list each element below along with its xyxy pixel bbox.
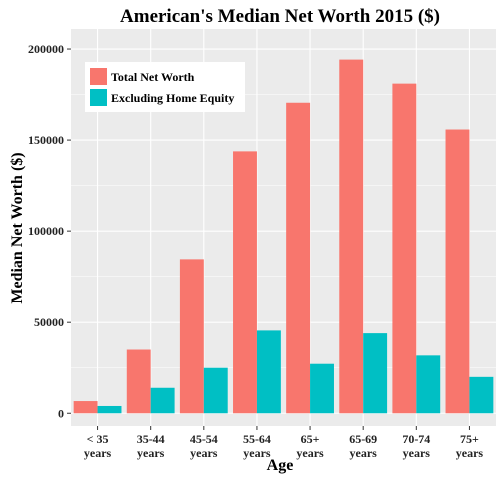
legend-swatch <box>90 89 107 106</box>
bar-excluding-home-equity-3 <box>256 330 281 414</box>
bar-excluding-home-equity-6 <box>416 355 441 414</box>
bar-total-6 <box>392 83 417 414</box>
y-tick-label: 0 <box>58 406 64 420</box>
x-tick-label-line: years <box>137 446 165 460</box>
legend-label: Total Net Worth <box>111 70 195 84</box>
x-tick-label: 45-54 years <box>190 432 218 460</box>
y-tick-label: 50000 <box>34 315 64 329</box>
y-tick-label: 100000 <box>28 224 64 238</box>
y-axis-title: Median Net Worth ($) <box>9 152 26 303</box>
bar-excluding-home-equity-4 <box>310 363 334 414</box>
bar-excluding-home-equity-5 <box>363 333 388 414</box>
bar-excluding-home-equity-0 <box>97 405 122 414</box>
x-tick-label-line: years <box>243 446 271 460</box>
x-tick-label-line: years <box>456 446 484 460</box>
bar-total-5 <box>339 59 364 414</box>
bar-total-7 <box>445 129 470 414</box>
x-tick-label-line: years <box>350 446 378 460</box>
x-tick-label-line: < 35 <box>87 432 109 446</box>
legend: Total Net Worth Excluding Home Equity <box>85 62 245 112</box>
x-tick-label-line: years <box>403 446 431 460</box>
x-tick-label-line: 75+ <box>460 432 479 446</box>
x-tick-label-line: years <box>190 446 218 460</box>
x-tick-label-line: 45-54 <box>190 432 218 446</box>
x-tick-label: < 35 years <box>84 432 112 460</box>
bar-total-2 <box>179 259 204 414</box>
x-tick-label-line: years <box>84 446 112 460</box>
y-tick-label: 200000 <box>28 42 64 56</box>
x-tick-label-line: 35-44 <box>137 432 165 446</box>
bar-total-1 <box>126 349 151 414</box>
bars <box>73 59 494 414</box>
x-tick-label: 70-74 years <box>402 432 430 460</box>
legend-box <box>85 62 245 112</box>
x-tick-label-line: 70-74 <box>402 432 430 446</box>
x-tick-label: 75+ years <box>456 432 484 460</box>
x-tick-label-line: years <box>296 446 324 460</box>
x-tick-label: 65-69 years <box>349 432 377 460</box>
legend-label: Excluding Home Equity <box>111 91 234 105</box>
x-tick-label: 65+ years <box>296 432 324 460</box>
x-tick-label-line: 65-69 <box>349 432 377 446</box>
x-tick-label-line: 65+ <box>301 432 320 446</box>
bar-total-0 <box>73 401 98 414</box>
x-tick-label-line: 55-64 <box>243 432 271 446</box>
y-tick-label: 150000 <box>28 133 64 147</box>
legend-swatch <box>90 68 107 85</box>
x-tick-label: 55-64 years <box>243 432 271 460</box>
x-tick-label: 35-44 years <box>137 432 165 460</box>
bar-total-4 <box>286 102 311 414</box>
bar-excluding-home-equity-2 <box>203 367 228 414</box>
bar-excluding-home-equity-1 <box>150 387 175 414</box>
y-axis-ticks: 0 50000 100000 150000 200000 <box>28 42 71 420</box>
x-axis-title: Age <box>267 457 294 474</box>
bar-total-3 <box>233 151 257 414</box>
bar-excluding-home-equity-7 <box>469 376 494 414</box>
chart-title: American's Median Net Worth 2015 ($) <box>120 6 440 27</box>
